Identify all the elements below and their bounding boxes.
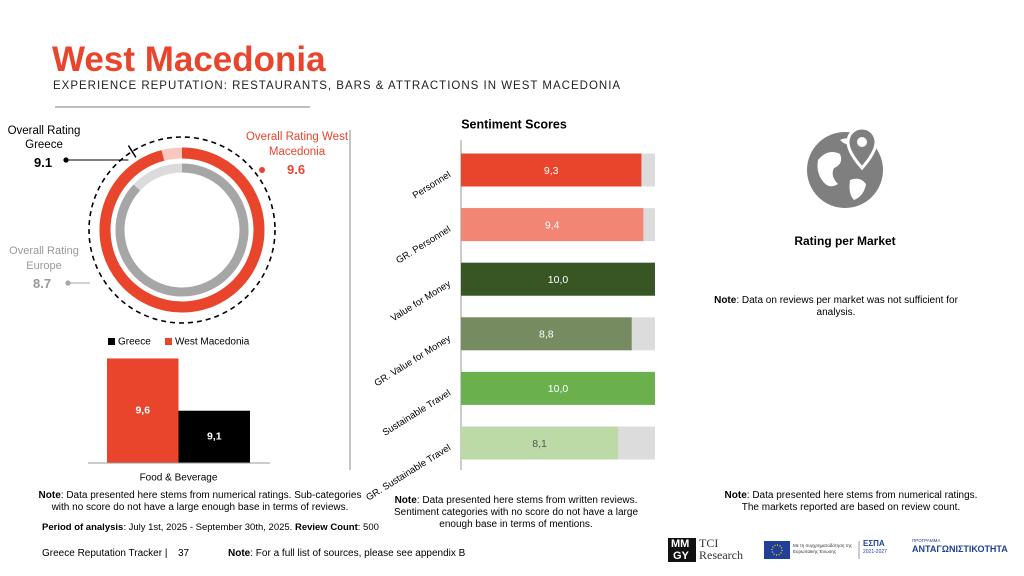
leader-dot bbox=[65, 280, 71, 286]
y-tick-label: Personnel bbox=[411, 169, 453, 201]
eu-text: Με τη συγχρηματοδότηση της Ευρωπαϊκής Έν… bbox=[793, 543, 853, 554]
footer-note: Note: For a full list of sources, please… bbox=[228, 548, 465, 560]
subtitle: EXPERIENCE REPUTATION: RESTAURANTS, BARS… bbox=[53, 80, 622, 92]
value-label: 9,3 bbox=[544, 165, 559, 177]
rating-tick bbox=[127, 145, 137, 158]
note-text: : Data presented here stems from numeric… bbox=[741, 490, 978, 513]
value-label: 9,4 bbox=[545, 219, 560, 231]
legend-label: West Macedonia bbox=[175, 337, 250, 348]
leader-dot bbox=[63, 157, 69, 163]
note-label: Note bbox=[228, 548, 251, 559]
research-text: Research bbox=[699, 548, 743, 562]
note: Note: Data presented here stems from num… bbox=[718, 490, 984, 514]
note-label: Note bbox=[714, 295, 737, 306]
legend-label: Greece bbox=[118, 337, 151, 348]
mmgy-logo bbox=[668, 538, 696, 562]
period-label: Period of analysis bbox=[42, 522, 124, 533]
note-text: : Data presented here stems from written… bbox=[393, 495, 639, 530]
y-tick-label: Value for Money bbox=[389, 278, 453, 324]
legend-label: Overall Rating West Macedonia bbox=[245, 131, 349, 158]
value-label: 9.6 bbox=[287, 162, 306, 177]
bar bbox=[461, 317, 632, 351]
mmgy-text: GY bbox=[673, 550, 689, 562]
note: Note: Data presented here stems from wri… bbox=[388, 495, 644, 531]
bar bbox=[461, 426, 619, 460]
tci-text: TCI bbox=[699, 536, 719, 550]
page-number: 37 bbox=[178, 548, 190, 559]
ring-arc bbox=[99, 147, 265, 313]
note-label: Note bbox=[38, 490, 61, 501]
y-tick-label: GR. Value for Money bbox=[372, 333, 453, 389]
leader-dot bbox=[259, 167, 265, 173]
value-label: 9,6 bbox=[135, 405, 150, 417]
value-label: 8,8 bbox=[539, 329, 554, 341]
bar bbox=[461, 153, 642, 187]
chart-title: Sentiment Scores bbox=[461, 117, 567, 131]
count-label: Review Count bbox=[294, 522, 358, 533]
legend-swatch bbox=[108, 338, 115, 345]
value-label: 10,0 bbox=[548, 383, 569, 395]
legend-swatch bbox=[165, 338, 172, 345]
note-label: Note bbox=[724, 490, 747, 501]
legend-label: Overall Rating Greece bbox=[7, 125, 81, 151]
bar bbox=[107, 358, 179, 463]
espa-text: ΕΣΠΑ bbox=[863, 539, 885, 548]
title: West Macedonia bbox=[52, 40, 326, 79]
bar bbox=[461, 262, 655, 296]
y-tick-label: GR. Personnel bbox=[394, 224, 453, 266]
note: Note: Data presented here stems from num… bbox=[30, 490, 370, 514]
ring-arc bbox=[115, 163, 249, 297]
note-text: : Data on reviews per market was not suf… bbox=[736, 295, 958, 318]
espa-years: 2021-2027 bbox=[863, 549, 887, 555]
value-label: 10,0 bbox=[548, 274, 569, 286]
period: Period of analysis: July 1st, 2025 - Sep… bbox=[42, 522, 379, 534]
market-title: Rating per Market bbox=[794, 234, 896, 248]
bar bbox=[178, 410, 250, 463]
period-text: : July 1st, 2025 - September 30th, 2025. bbox=[123, 522, 295, 533]
note-label: Note bbox=[394, 495, 417, 506]
value-label: 9.1 bbox=[34, 155, 53, 170]
market-note: Note: Data on reviews per market was not… bbox=[706, 295, 966, 319]
footer-title: Greece Reputation Tracker | bbox=[42, 548, 168, 559]
competitiveness-text: ΑΝΤΑΓΩΝΙΣΤΙΚΟΤΗΤΑ bbox=[912, 544, 1008, 554]
eu-stars bbox=[771, 544, 783, 556]
logo-divider bbox=[858, 541, 860, 559]
bar bbox=[461, 371, 655, 405]
y-tick-label: Sustainable Travel bbox=[381, 388, 453, 439]
dashed-ring bbox=[88, 136, 276, 324]
note-text: : Data presented here stems from numeric… bbox=[51, 490, 362, 513]
count-text: : 500 bbox=[357, 522, 379, 533]
program-text: ΠΡΟΓΡΑΜΜΑ bbox=[912, 538, 941, 543]
x-tick-label: Food & Beverage bbox=[140, 473, 218, 484]
bar bbox=[461, 208, 644, 242]
globe-icon bbox=[807, 126, 883, 208]
value-label: 9,1 bbox=[207, 431, 222, 443]
value-label: 8,1 bbox=[532, 438, 547, 450]
value-label: 8.7 bbox=[33, 276, 52, 291]
legend-label: Overall Rating Europe bbox=[9, 245, 79, 272]
note-text: : For a full list of sources, please see… bbox=[250, 548, 466, 559]
mmgy-text: MM bbox=[671, 538, 690, 550]
eu-flag bbox=[764, 541, 790, 559]
